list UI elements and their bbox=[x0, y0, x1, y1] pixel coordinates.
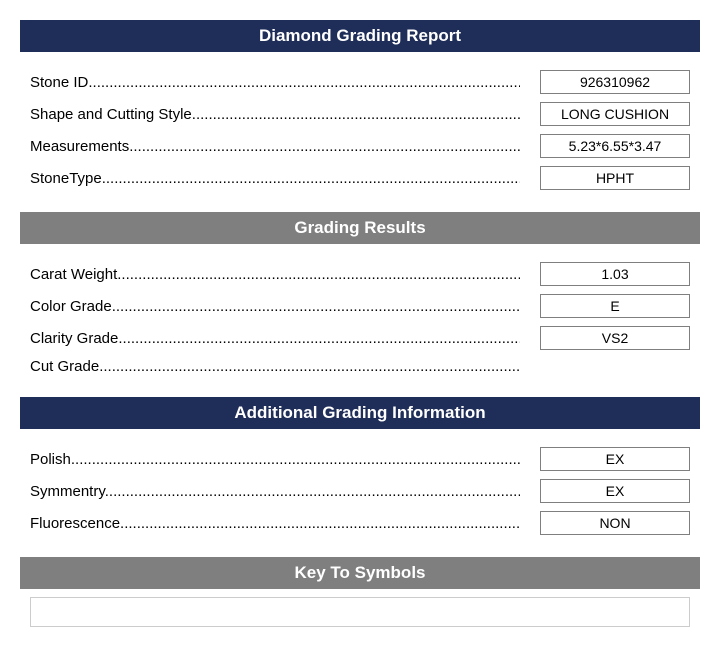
value-fluorescence: NON bbox=[540, 511, 690, 535]
label-fluorescence: Fluorescence bbox=[30, 515, 520, 532]
row-cut: Cut Grade bbox=[20, 358, 700, 375]
label-carat: Carat Weight bbox=[30, 266, 520, 283]
row-clarity: Clarity Grade VS2 bbox=[20, 326, 700, 350]
row-fluorescence: Fluorescence NON bbox=[20, 511, 700, 535]
label-symmetry: Symmentry bbox=[30, 483, 520, 500]
symbols-box bbox=[30, 597, 690, 627]
row-measurements: Measurements 5.23*6.55*3.47 bbox=[20, 134, 700, 158]
row-symmetry: Symmentry EX bbox=[20, 479, 700, 503]
value-stone-id: 926310962 bbox=[540, 70, 690, 94]
value-color: E bbox=[540, 294, 690, 318]
value-clarity: VS2 bbox=[540, 326, 690, 350]
label-polish: Polish bbox=[30, 451, 520, 468]
value-shape: LONG CUSHION bbox=[540, 102, 690, 126]
row-stone-type: StoneType HPHT bbox=[20, 166, 700, 190]
grading-header: Grading Results bbox=[20, 212, 700, 244]
label-clarity: Clarity Grade bbox=[30, 330, 520, 347]
value-measurements: 5.23*6.55*3.47 bbox=[540, 134, 690, 158]
row-polish: Polish EX bbox=[20, 447, 700, 471]
row-shape: Shape and Cutting Style LONG CUSHION bbox=[20, 102, 700, 126]
additional-body: Polish EX Symmentry EX Fluorescence NON bbox=[20, 447, 700, 535]
row-color: Color Grade E bbox=[20, 294, 700, 318]
report-header: Diamond Grading Report bbox=[20, 20, 700, 52]
row-carat: Carat Weight 1.03 bbox=[20, 262, 700, 286]
label-stone-type: StoneType bbox=[30, 170, 520, 187]
label-color: Color Grade bbox=[30, 298, 520, 315]
value-polish: EX bbox=[540, 447, 690, 471]
row-stone-id: Stone ID 926310962 bbox=[20, 70, 700, 94]
label-stone-id: Stone ID bbox=[30, 74, 520, 91]
additional-header: Additional Grading Information bbox=[20, 397, 700, 429]
grading-body: Carat Weight 1.03 Color Grade E Clarity … bbox=[20, 262, 700, 375]
symbols-header: Key To Symbols bbox=[20, 557, 700, 589]
label-measurements: Measurements bbox=[30, 138, 520, 155]
value-symmetry: EX bbox=[540, 479, 690, 503]
report-body: Stone ID 926310962 Shape and Cutting Sty… bbox=[20, 70, 700, 190]
value-stone-type: HPHT bbox=[540, 166, 690, 190]
value-carat: 1.03 bbox=[540, 262, 690, 286]
value-cut bbox=[540, 364, 690, 370]
label-cut: Cut Grade bbox=[30, 358, 520, 375]
label-shape: Shape and Cutting Style bbox=[30, 106, 520, 123]
